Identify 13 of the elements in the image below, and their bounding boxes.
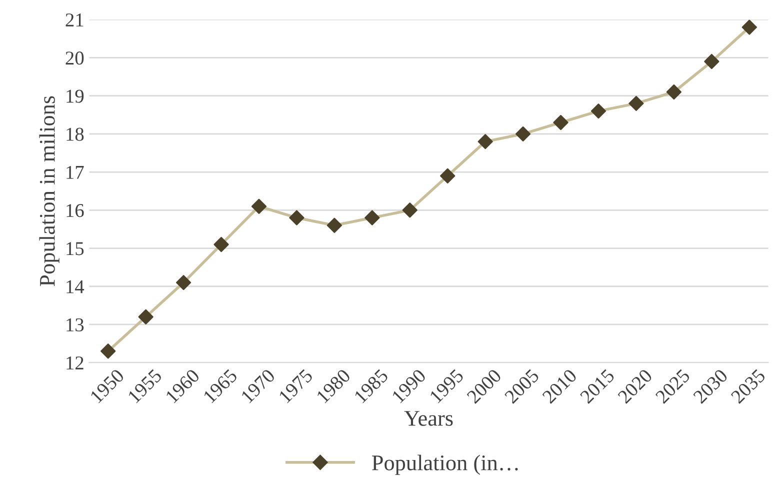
- y-tick-label: 13: [66, 318, 84, 332]
- y-tick-label: 18: [66, 128, 84, 141]
- y-tick-label: 17: [66, 166, 84, 179]
- y-axis-title: Population in milions: [39, 96, 60, 286]
- legend-label: Population (in…: [372, 454, 518, 475]
- y-tick-label: 21: [66, 13, 84, 26]
- x-axis-title: Years: [404, 411, 453, 426]
- y-tick-label: 16: [66, 204, 84, 218]
- y-tick-label: 14: [66, 280, 84, 294]
- y-tick-label: 20: [66, 52, 84, 65]
- y-tick-label: 19: [66, 90, 84, 103]
- y-tick-label: 12: [66, 356, 84, 370]
- y-tick-label: 15: [66, 242, 84, 256]
